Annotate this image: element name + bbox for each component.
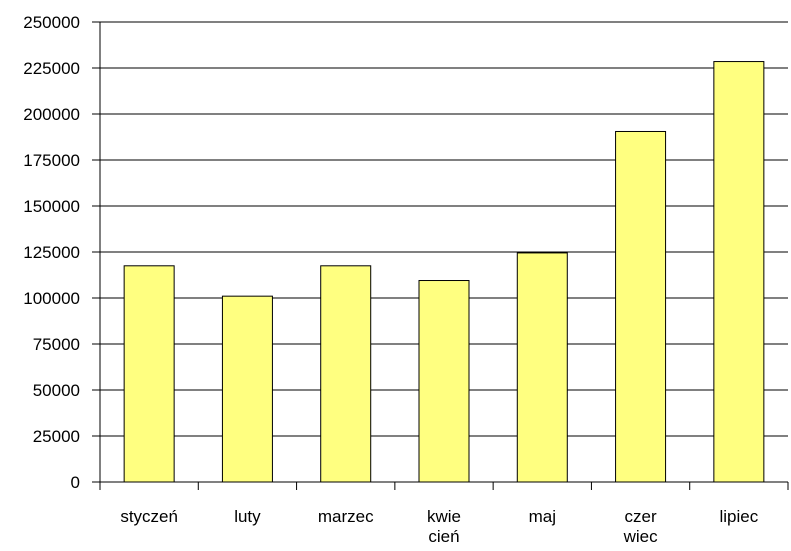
axis-labels: 0 25000 50000 75000 100000 125000 150000 175000…: [23, 13, 758, 546]
x-tick-label: czer: [625, 507, 657, 526]
x-tick-label: styczeń: [120, 507, 178, 526]
bar: [713, 61, 765, 483]
gridlines: [100, 21, 788, 437]
y-tick-label: 125000: [23, 243, 80, 262]
bar: [516, 252, 568, 483]
y-tick-label: 100000: [23, 289, 80, 308]
y-tick-label: 75000: [33, 335, 80, 354]
x-tick-label: wiec: [623, 527, 659, 546]
y-tick-label: 250000: [23, 13, 80, 32]
bar: [615, 130, 667, 483]
bar: [123, 265, 175, 483]
y-tick-label: 200000: [23, 105, 80, 124]
y-tick-label: 225000: [23, 59, 80, 78]
y-tick-label: 150000: [23, 197, 80, 216]
x-tick-label: kwie: [427, 507, 461, 526]
x-tick-label: cień: [428, 527, 459, 546]
bar: [418, 280, 470, 483]
bar: [221, 295, 273, 483]
axes: [92, 21, 789, 490]
y-tick-label: 0: [71, 473, 80, 492]
x-tick-label: maj: [529, 507, 556, 526]
x-tick-label: marzec: [318, 507, 374, 526]
y-tick-label: 25000: [33, 427, 80, 446]
x-tick-label: lipiec: [719, 507, 758, 526]
bars: [123, 61, 765, 483]
y-tick-label: 50000: [33, 381, 80, 400]
y-tick-label: 175000: [23, 151, 80, 170]
bar: [320, 265, 372, 483]
x-tick-label: luty: [234, 507, 261, 526]
